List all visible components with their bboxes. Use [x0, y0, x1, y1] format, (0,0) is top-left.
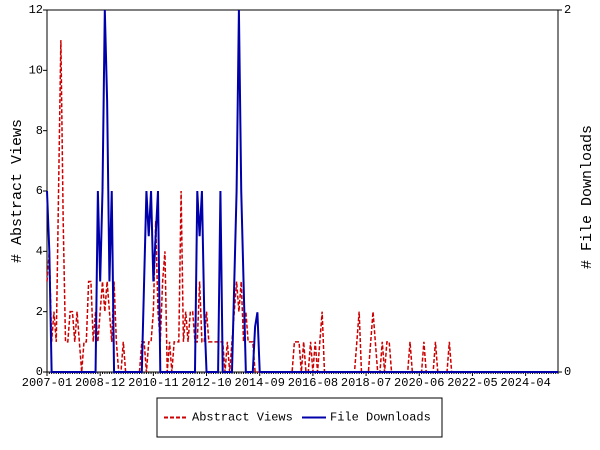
plot-frame: [46, 9, 559, 373]
x-tick-label: 2020-06: [394, 376, 444, 390]
legend-box: [156, 397, 443, 438]
y-tick-label: 4: [36, 245, 43, 259]
x-tick-label: 2012-10: [181, 376, 231, 390]
x-tick-label: 2007-01: [22, 376, 72, 390]
y-axis-title: # Abstract Views: [9, 119, 26, 263]
x-tick-label: 2018-07: [341, 376, 391, 390]
y-tick-label: 8: [36, 124, 43, 138]
y2-tick-label: 0: [564, 365, 571, 379]
series-line: [46, 9, 558, 373]
x-tick-label: 2010-11: [128, 376, 178, 390]
y2-tick-label: 2: [564, 3, 571, 17]
y-tick-label: 10: [29, 64, 43, 78]
y-tick-label: 2: [36, 305, 43, 319]
x-tick-label: 2008-12: [75, 376, 125, 390]
x-tick-label: 2024-04: [500, 376, 550, 390]
y-tick-label: 6: [36, 184, 43, 198]
y2-axis-title: # File Downloads: [579, 125, 596, 269]
y-tick-label: 12: [29, 3, 43, 17]
x-tick-label: 2022-05: [447, 376, 497, 390]
series-line: [46, 40, 558, 373]
y-tick-label: 0: [36, 365, 43, 379]
x-tick-label: 2016-08: [288, 376, 338, 390]
legend-label: Abstract Views: [192, 411, 293, 425]
x-tick-label: 2014-09: [235, 376, 285, 390]
legend-label: File Downloads: [330, 411, 431, 425]
